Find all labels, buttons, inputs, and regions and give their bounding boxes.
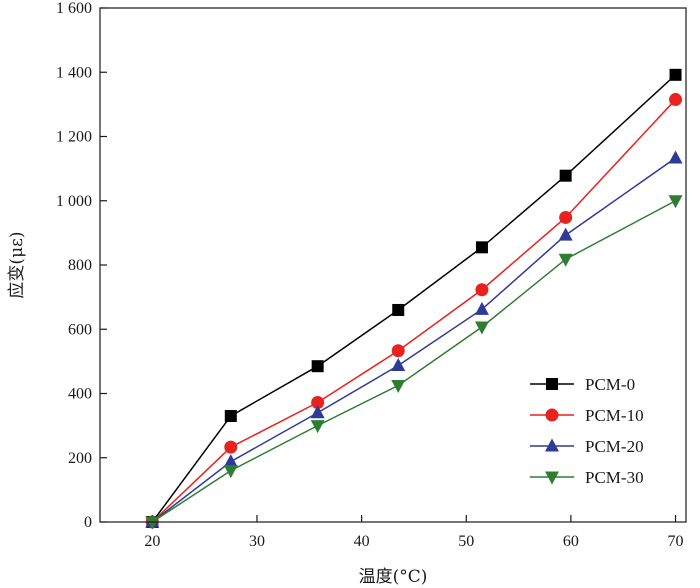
plot-frame — [99, 7, 687, 523]
y-tick-label: 600 — [68, 321, 92, 338]
data-point — [558, 253, 573, 267]
x-axis-title: 温度(°C) — [359, 567, 428, 587]
data-point — [559, 169, 572, 182]
data-point — [558, 227, 573, 241]
legend-marker — [545, 471, 559, 485]
x-tick-label: 20 — [144, 533, 160, 550]
data-point — [311, 395, 325, 409]
data-point — [145, 516, 160, 530]
x-tick-label: 70 — [668, 533, 684, 550]
data-point — [224, 409, 237, 422]
x-tick-label: 30 — [249, 533, 265, 550]
data-point — [668, 150, 683, 164]
y-tick-label: 800 — [68, 257, 92, 274]
data-point — [475, 241, 488, 254]
legend-label: PCM-10 — [585, 406, 644, 425]
data-point — [391, 344, 405, 358]
data-point — [391, 358, 406, 372]
y-tick-label: 1 000 — [56, 193, 92, 210]
y-tick-label: 1 600 — [56, 0, 92, 17]
data-point — [310, 405, 325, 419]
data-point — [668, 195, 683, 209]
data-point — [223, 454, 238, 468]
y-tick-label: 0 — [84, 514, 92, 531]
legend-marker — [546, 378, 558, 390]
data-point — [475, 283, 489, 297]
series-pcm-30 — [145, 195, 683, 530]
plot-series — [145, 68, 683, 530]
legend-label: PCM-0 — [585, 375, 635, 394]
x-tick-label: 50 — [458, 533, 474, 550]
legend-marker — [545, 408, 559, 422]
data-point — [559, 210, 573, 224]
series-pcm-10 — [145, 93, 683, 529]
y-tick-label: 400 — [68, 386, 92, 403]
data-point — [223, 465, 238, 479]
y-axis-title: 应变(με) — [7, 231, 27, 298]
y-tick-label: 1 200 — [56, 129, 92, 146]
data-point — [474, 321, 489, 335]
y-tick-label: 1 400 — [56, 64, 92, 81]
data-point — [474, 301, 489, 315]
x-tick-label: 60 — [563, 533, 579, 550]
data-point — [311, 360, 324, 373]
data-point — [224, 440, 238, 454]
legend-item-pcm-0: PCM-0 — [530, 375, 635, 394]
series-pcm-20 — [145, 150, 683, 528]
data-point — [391, 379, 406, 393]
y-tick-label: 200 — [68, 450, 92, 467]
legend-marker — [545, 438, 559, 452]
data-point — [669, 93, 683, 107]
series-pcm-0 — [146, 68, 682, 528]
x-tick-label: 40 — [354, 533, 370, 550]
data-point — [310, 420, 325, 434]
legend: PCM-0 PCM-10 PCM-20 PCM-30 — [530, 375, 644, 487]
legend-label: PCM-30 — [585, 468, 644, 487]
legend-item-pcm-20: PCM-20 — [530, 437, 644, 456]
legend-item-pcm-10: PCM-10 — [530, 406, 644, 425]
data-point — [669, 68, 682, 81]
legend-label: PCM-20 — [585, 437, 644, 456]
data-point — [392, 303, 405, 316]
legend-item-pcm-30: PCM-30 — [530, 468, 644, 487]
